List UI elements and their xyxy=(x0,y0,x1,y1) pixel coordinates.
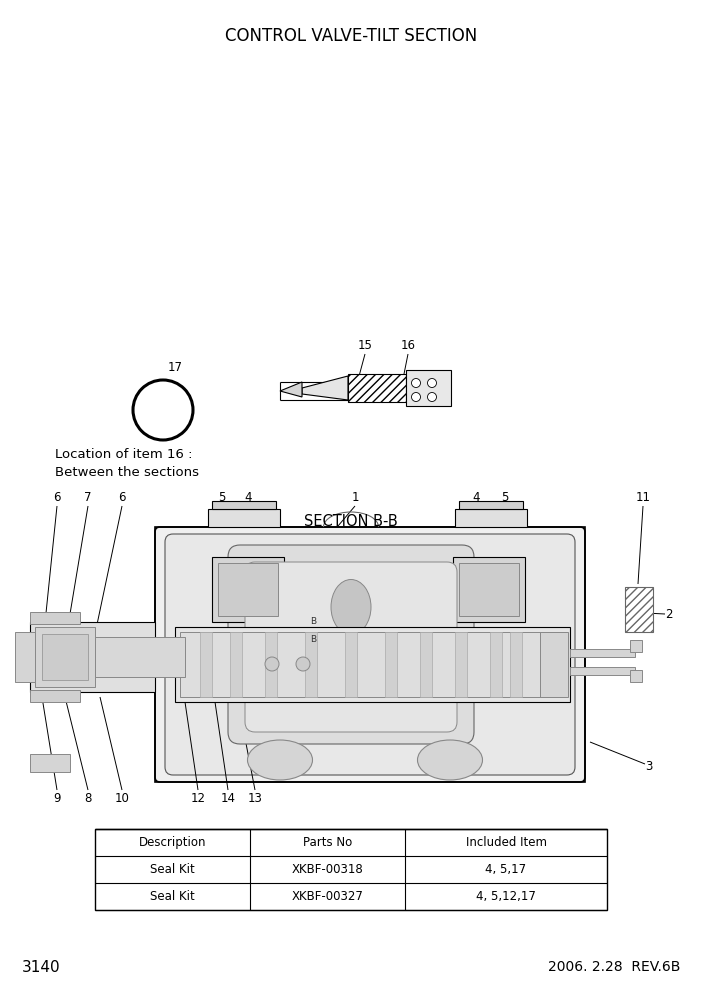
Circle shape xyxy=(296,657,310,671)
Polygon shape xyxy=(280,382,302,397)
Text: SECTION B-B: SECTION B-B xyxy=(304,514,398,529)
Text: Included Item: Included Item xyxy=(465,836,546,849)
Text: 15: 15 xyxy=(357,339,373,352)
Text: 16: 16 xyxy=(401,339,416,352)
Bar xyxy=(630,670,642,682)
Text: 12: 12 xyxy=(190,792,206,805)
Bar xyxy=(453,557,525,622)
Text: 3140: 3140 xyxy=(22,959,60,974)
Bar xyxy=(175,627,570,702)
Text: 14: 14 xyxy=(220,792,235,805)
Ellipse shape xyxy=(418,740,482,780)
Bar xyxy=(420,632,432,697)
Bar xyxy=(345,632,357,697)
Text: 6: 6 xyxy=(118,491,126,504)
Text: Location of item 16 :: Location of item 16 : xyxy=(55,447,192,460)
Bar xyxy=(510,632,522,697)
Ellipse shape xyxy=(331,579,371,635)
Text: 1: 1 xyxy=(351,491,359,504)
Circle shape xyxy=(265,657,279,671)
Text: 13: 13 xyxy=(248,792,263,805)
Bar xyxy=(570,649,635,657)
Bar xyxy=(406,370,451,406)
Text: 11: 11 xyxy=(635,491,651,504)
Text: Seal Kit: Seal Kit xyxy=(150,863,195,876)
Text: 4: 4 xyxy=(472,491,479,504)
Text: 5: 5 xyxy=(218,491,225,504)
Text: 2: 2 xyxy=(665,607,673,621)
Text: 7: 7 xyxy=(84,491,92,504)
Bar xyxy=(459,563,519,616)
Bar xyxy=(208,509,280,527)
Bar xyxy=(455,632,467,697)
Bar xyxy=(30,612,80,624)
Bar xyxy=(30,622,155,692)
Text: 3: 3 xyxy=(645,761,652,774)
Bar xyxy=(42,634,88,680)
Polygon shape xyxy=(302,376,348,400)
Text: B: B xyxy=(310,617,316,627)
Bar xyxy=(540,632,568,697)
Bar xyxy=(212,557,284,622)
Circle shape xyxy=(411,379,420,388)
Bar xyxy=(30,690,80,702)
Text: 4: 4 xyxy=(244,491,252,504)
Bar xyxy=(630,640,642,652)
Text: 4, 5,12,17: 4, 5,12,17 xyxy=(476,890,536,903)
Bar xyxy=(490,632,502,697)
Bar xyxy=(348,374,406,402)
Bar xyxy=(180,632,565,697)
Circle shape xyxy=(133,380,193,440)
Circle shape xyxy=(428,379,437,388)
Bar xyxy=(459,501,523,509)
Text: 17: 17 xyxy=(168,361,183,374)
Circle shape xyxy=(411,393,420,402)
FancyBboxPatch shape xyxy=(245,562,457,732)
Bar xyxy=(570,667,635,675)
Bar xyxy=(30,754,70,772)
Bar xyxy=(212,501,276,509)
Bar xyxy=(95,829,607,910)
Text: 8: 8 xyxy=(84,792,92,805)
Text: 9: 9 xyxy=(53,792,61,805)
Text: CONTROL VALVE-TILT SECTION: CONTROL VALVE-TILT SECTION xyxy=(225,27,477,45)
Text: XKBF-00318: XKBF-00318 xyxy=(291,863,364,876)
FancyBboxPatch shape xyxy=(155,527,585,782)
Bar xyxy=(305,632,317,697)
Ellipse shape xyxy=(248,740,312,780)
Bar xyxy=(155,527,585,782)
Text: 10: 10 xyxy=(114,792,129,805)
Bar xyxy=(230,632,242,697)
Bar xyxy=(35,627,95,687)
Ellipse shape xyxy=(324,572,378,642)
FancyBboxPatch shape xyxy=(165,534,575,775)
Bar xyxy=(218,563,278,616)
Bar xyxy=(200,632,212,697)
Text: 5: 5 xyxy=(501,491,509,504)
Bar xyxy=(455,509,527,527)
Bar xyxy=(95,637,185,677)
FancyBboxPatch shape xyxy=(228,545,474,744)
Text: Seal Kit: Seal Kit xyxy=(150,890,195,903)
Text: 4, 5,17: 4, 5,17 xyxy=(486,863,526,876)
Text: Description: Description xyxy=(139,836,206,849)
Bar xyxy=(265,632,277,697)
Bar xyxy=(625,587,653,632)
Text: B: B xyxy=(310,636,316,645)
Text: Parts No: Parts No xyxy=(303,836,352,849)
Bar xyxy=(385,632,397,697)
Bar xyxy=(15,632,35,682)
Text: 2006. 2.28  REV.6B: 2006. 2.28 REV.6B xyxy=(548,960,680,974)
Text: XKBF-00327: XKBF-00327 xyxy=(291,890,364,903)
Text: 6: 6 xyxy=(53,491,61,504)
Circle shape xyxy=(428,393,437,402)
Text: Between the sections: Between the sections xyxy=(55,465,199,478)
